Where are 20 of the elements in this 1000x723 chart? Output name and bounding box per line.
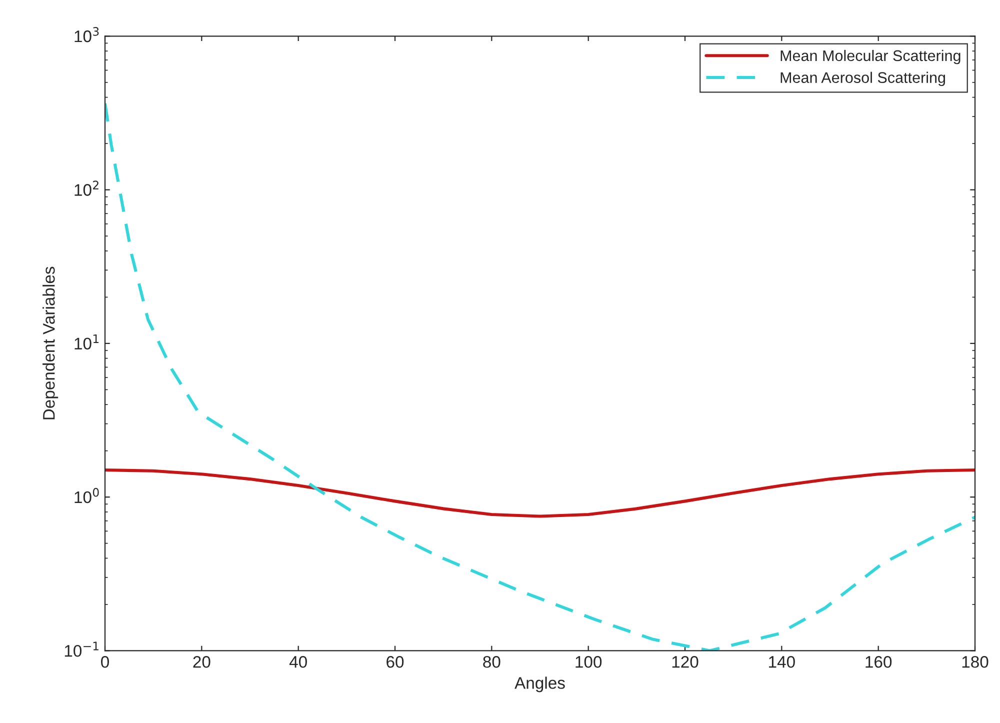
x-tick-label: 0 [101, 656, 109, 668]
x-tick-label: 180 [962, 656, 988, 668]
x-axis-title: Angles [514, 676, 565, 692]
line-series [105, 468, 975, 518]
y-tick-label: 10$^{3}$ [74, 27, 99, 42]
y-tick-label: 10$^{2}$ [74, 180, 98, 196]
x-tick-label: 40 [289, 656, 307, 668]
x-tick-label: 100 [576, 656, 602, 668]
x-tick-label: 80 [483, 656, 500, 668]
y-axis-title: Dependent Variables [42, 266, 58, 420]
y-tick-label: 10$^{1}$ [74, 334, 99, 350]
x-tick-label: 20 [193, 656, 210, 668]
x-tick-label: 120 [672, 656, 698, 668]
y-tick-label: 10$^{0}$ [74, 488, 99, 504]
legend-label: Mean Aerosol Scattering [780, 72, 946, 86]
x-tick-label: 140 [769, 656, 795, 668]
y-tick-label: 10$^{−1}$ [64, 642, 98, 657]
legend-label: Mean Molecular Scattering [780, 50, 960, 64]
x-tick-label: 60 [386, 656, 404, 668]
x-tick-label: 160 [866, 656, 892, 668]
